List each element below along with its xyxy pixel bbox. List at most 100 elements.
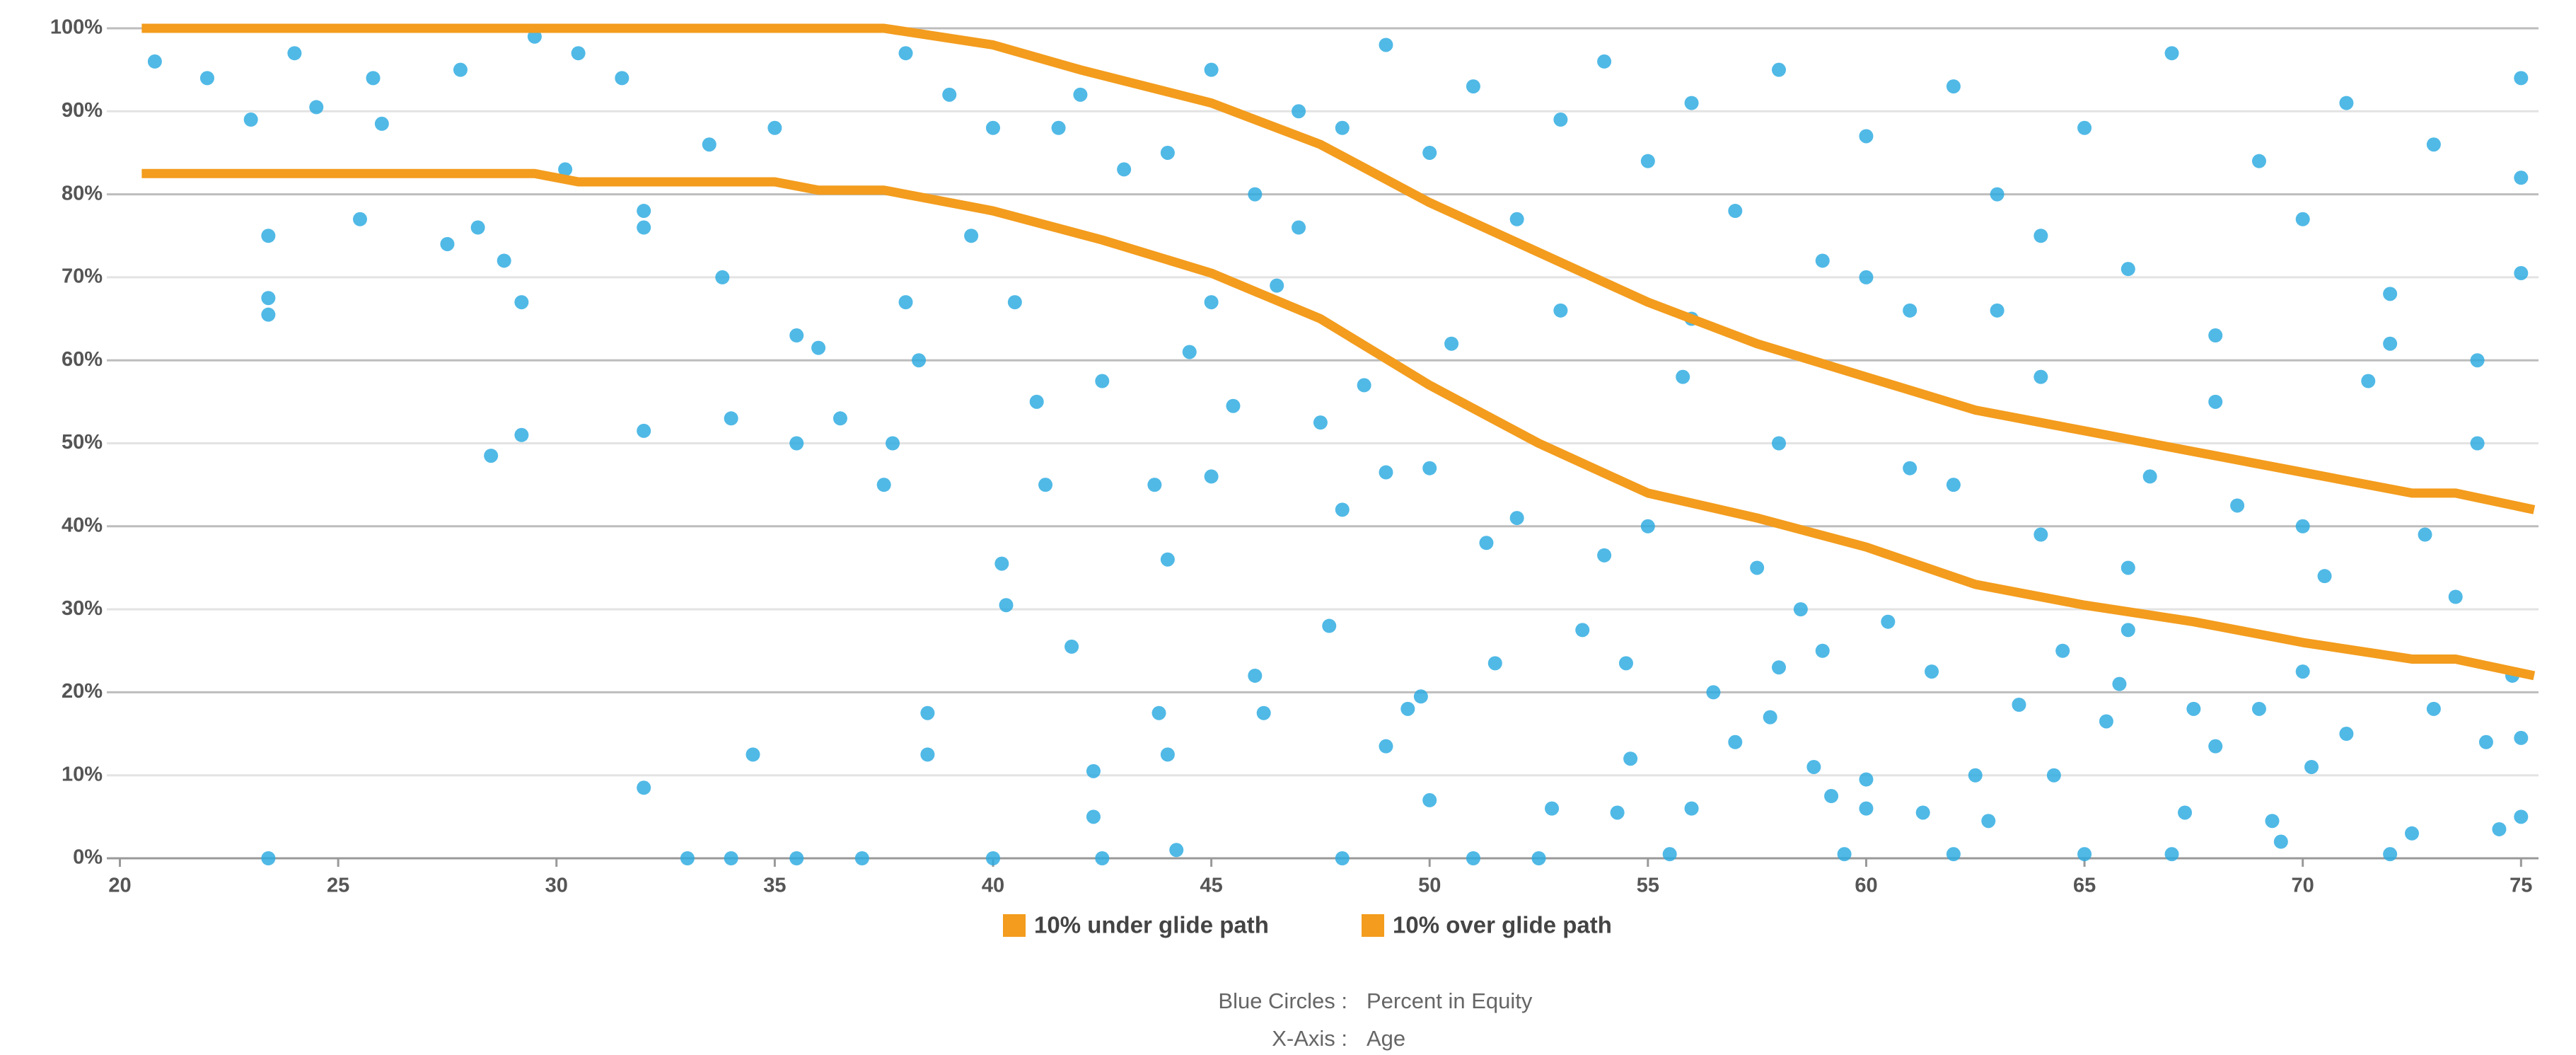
point [2142, 469, 2157, 484]
point [2099, 714, 2113, 729]
point [1086, 763, 1101, 778]
x-tick-label: 40 [982, 875, 1004, 897]
point [1038, 478, 1053, 492]
legend-swatch [1362, 914, 1384, 937]
point [715, 270, 730, 284]
x-tick-label: 75 [2510, 875, 2532, 897]
legend-label: 10% over glide path [1393, 912, 1612, 938]
point [1413, 689, 1428, 704]
point [832, 411, 847, 426]
point [1946, 79, 1961, 94]
x-tick-label: 50 [1418, 875, 1441, 897]
point [2120, 623, 2135, 638]
x-tick-label: 30 [545, 875, 568, 897]
point [680, 851, 695, 865]
point [1444, 336, 1459, 351]
point [2012, 697, 2026, 712]
point [2033, 229, 2048, 243]
footer-label: Blue Circles : [1218, 988, 1347, 1013]
footer-value: Age [1367, 1026, 1405, 1051]
point [1684, 801, 1699, 816]
point [1335, 851, 1350, 865]
point [2251, 154, 2266, 168]
footer-label: X-Axis : [1272, 1026, 1347, 1051]
point [374, 116, 389, 131]
point [920, 705, 935, 720]
point [1169, 843, 1184, 858]
y-tick-label: 40% [62, 514, 103, 536]
point [876, 478, 891, 492]
point [2514, 266, 2529, 281]
point [1422, 145, 1437, 160]
y-tick-label: 90% [62, 99, 103, 122]
point [1684, 96, 1699, 110]
point [724, 851, 738, 865]
point [1204, 469, 1219, 484]
point [1466, 79, 1480, 94]
x-tick-label: 45 [1200, 875, 1222, 897]
point [898, 46, 913, 61]
point [1545, 801, 1560, 816]
point [2295, 664, 2310, 679]
point [1597, 54, 1612, 69]
point [199, 71, 214, 86]
point [789, 436, 804, 451]
point [2514, 730, 2529, 745]
point [261, 307, 276, 322]
point [1981, 814, 1996, 829]
point [1509, 212, 1524, 226]
point [1815, 253, 1830, 268]
point [1248, 668, 1263, 683]
point [1086, 809, 1101, 824]
point [2164, 46, 2179, 61]
x-tick-label: 70 [2292, 875, 2314, 897]
point [767, 120, 782, 135]
point [2514, 809, 2529, 824]
point [1990, 187, 2004, 202]
point [2208, 394, 2223, 409]
point [886, 436, 900, 451]
point [2251, 701, 2266, 716]
point [1859, 129, 1874, 144]
point [637, 780, 651, 795]
point [1640, 154, 1655, 168]
x-tick-label: 55 [1637, 875, 1659, 897]
point [1553, 113, 1568, 127]
y-tick-label: 20% [62, 680, 103, 703]
point [287, 46, 302, 61]
point [1824, 789, 1839, 804]
point [1160, 747, 1175, 762]
point [2448, 589, 2463, 604]
point [2208, 739, 2223, 754]
point [1750, 560, 1765, 575]
point [2478, 734, 2493, 749]
point [1793, 602, 1808, 617]
y-tick-label: 10% [62, 763, 103, 785]
point [1204, 62, 1219, 77]
point [1859, 801, 1874, 816]
point [352, 212, 367, 226]
y-tick-label: 30% [62, 597, 103, 620]
point [1073, 87, 1088, 102]
point [1095, 374, 1110, 388]
point [2339, 96, 2354, 110]
point [527, 29, 542, 44]
point [1064, 639, 1079, 654]
point [1706, 685, 1721, 700]
point [2304, 759, 2319, 774]
point [2055, 643, 2070, 658]
y-tick-label: 70% [62, 265, 103, 288]
point [2178, 805, 2193, 820]
point [1946, 847, 1961, 862]
point [1575, 623, 1590, 638]
point [2112, 676, 2127, 691]
point [985, 120, 1000, 135]
point [1466, 851, 1480, 865]
point [1204, 295, 1219, 310]
points [147, 29, 2529, 865]
point [1990, 303, 2004, 318]
point [243, 113, 258, 127]
glide-line [141, 168, 2536, 681]
point [1618, 656, 1633, 671]
point [1422, 792, 1437, 807]
